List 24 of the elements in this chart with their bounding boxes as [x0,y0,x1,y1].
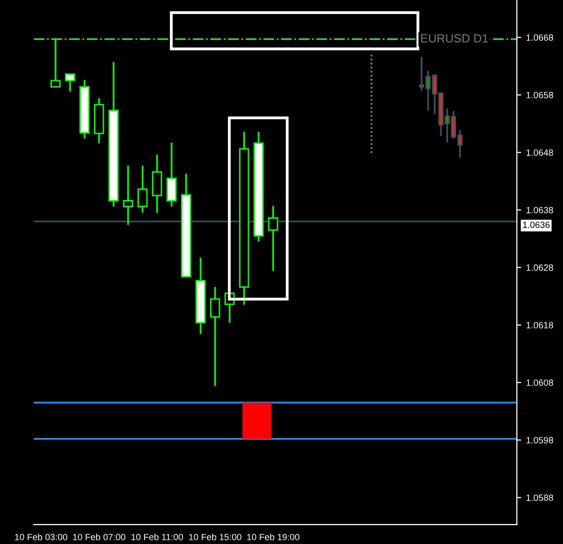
x-tick-label: 10 Feb 07:00 [73,534,126,540]
y-tick-label: 1.0648 [526,149,554,156]
candlestick [210,286,220,387]
candlestick [65,73,76,92]
ref-line-label: 1.0636 [523,222,550,228]
candlestick [123,164,134,226]
x-tick-label: 10 Feb 15:00 [189,534,242,540]
y-tick-label: 1.0628 [526,264,554,271]
annotation: EURUSD D1 [421,34,488,43]
y-tick-label: 1.0598 [526,436,554,444]
candlestick [152,154,162,214]
x-tick-label: 10 Feb 19:00 [247,534,300,540]
y-tick-label: 1.0618 [526,322,554,328]
candlestick [50,38,61,88]
candlestick [166,142,177,208]
y-tick-label: 1.0608 [526,379,554,386]
y-tick-label: 1.0668 [526,34,554,41]
x-tick-label: 10 Feb 11:00 [132,534,183,540]
y-tick-label: 1.0658 [526,92,554,98]
x-tick-label: 10 Feb 03:00 [15,534,68,540]
y-tick-label: 1.0638 [526,206,554,214]
y-tick-label: 1.0588 [526,494,554,501]
candlestick [138,164,148,214]
candlestick [268,205,278,272]
